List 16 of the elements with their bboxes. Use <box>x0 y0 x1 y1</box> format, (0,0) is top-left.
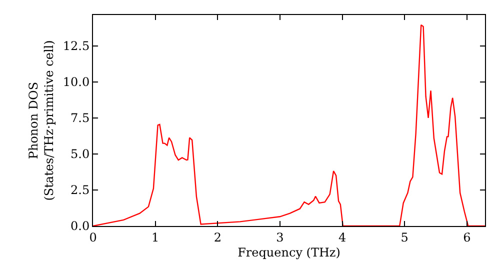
line-series <box>93 24 485 226</box>
x-tick-label: 0 <box>89 230 97 244</box>
x-tick-label: 1 <box>152 230 160 244</box>
y-tick-label: 2.5 <box>70 183 90 198</box>
x-tick-label: 6 <box>463 230 471 244</box>
y-tick-label: 0.0 <box>70 219 90 234</box>
x-tick-label: 3 <box>276 230 284 244</box>
y-tick-label: 10.0 <box>62 75 90 90</box>
y-tick-label: 7.5 <box>70 111 90 126</box>
x-tick-label: 4 <box>338 230 346 244</box>
x-axis-title: Frequency (THz) <box>238 245 340 260</box>
y-tick-label: 5.0 <box>70 147 90 162</box>
x-tick-label: 2 <box>214 230 222 244</box>
y-axis-title: Phonon DOS (States/THz·primitive cell) <box>26 40 56 201</box>
x-tick-label: 5 <box>400 230 408 244</box>
y-tick-label: 12.5 <box>62 39 90 54</box>
